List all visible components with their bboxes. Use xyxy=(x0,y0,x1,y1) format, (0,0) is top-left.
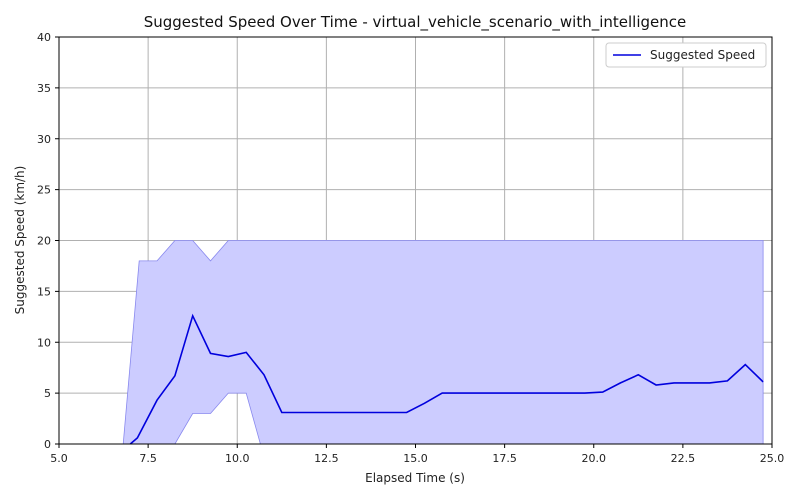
y-tick-label: 35 xyxy=(37,82,51,95)
x-tick-label: 20.0 xyxy=(582,452,607,465)
y-tick-label: 25 xyxy=(37,184,51,197)
x-tick-label: 17.5 xyxy=(492,452,517,465)
y-axis: 0 5 10 15 20 25 30 35 40 xyxy=(37,31,59,451)
x-axis: 5.0 7.5 10.0 12.5 15.0 17.5 20.0 22.5 25.0 xyxy=(50,444,784,465)
x-axis-label: Elapsed Time (s) xyxy=(365,471,465,485)
y-tick-label: 40 xyxy=(37,31,51,44)
y-tick-label: 5 xyxy=(44,387,51,400)
y-tick-label: 20 xyxy=(37,235,51,248)
x-tick-label: 7.5 xyxy=(139,452,157,465)
chart-title: Suggested Speed Over Time - virtual_vehi… xyxy=(144,13,687,32)
legend: Suggested Speed xyxy=(605,42,767,68)
legend-box xyxy=(605,42,767,68)
y-tick-label: 0 xyxy=(44,438,51,451)
x-tick-label: 15.0 xyxy=(403,452,428,465)
legend-label: Suggested Speed xyxy=(650,48,755,62)
y-tick-label: 30 xyxy=(37,133,51,146)
x-tick-label: 25.0 xyxy=(760,452,785,465)
x-tick-label: 10.0 xyxy=(225,452,250,465)
confidence-band xyxy=(122,240,764,445)
y-axis-label: Suggested Speed (km/h) xyxy=(13,166,27,315)
x-tick-label: 22.5 xyxy=(671,452,696,465)
x-tick-label: 12.5 xyxy=(314,452,339,465)
series-line-suggested-speed xyxy=(129,313,764,445)
y-tick-label: 15 xyxy=(37,285,51,298)
y-tick-label: 10 xyxy=(37,336,51,349)
x-tick-label: 5.0 xyxy=(50,452,68,465)
